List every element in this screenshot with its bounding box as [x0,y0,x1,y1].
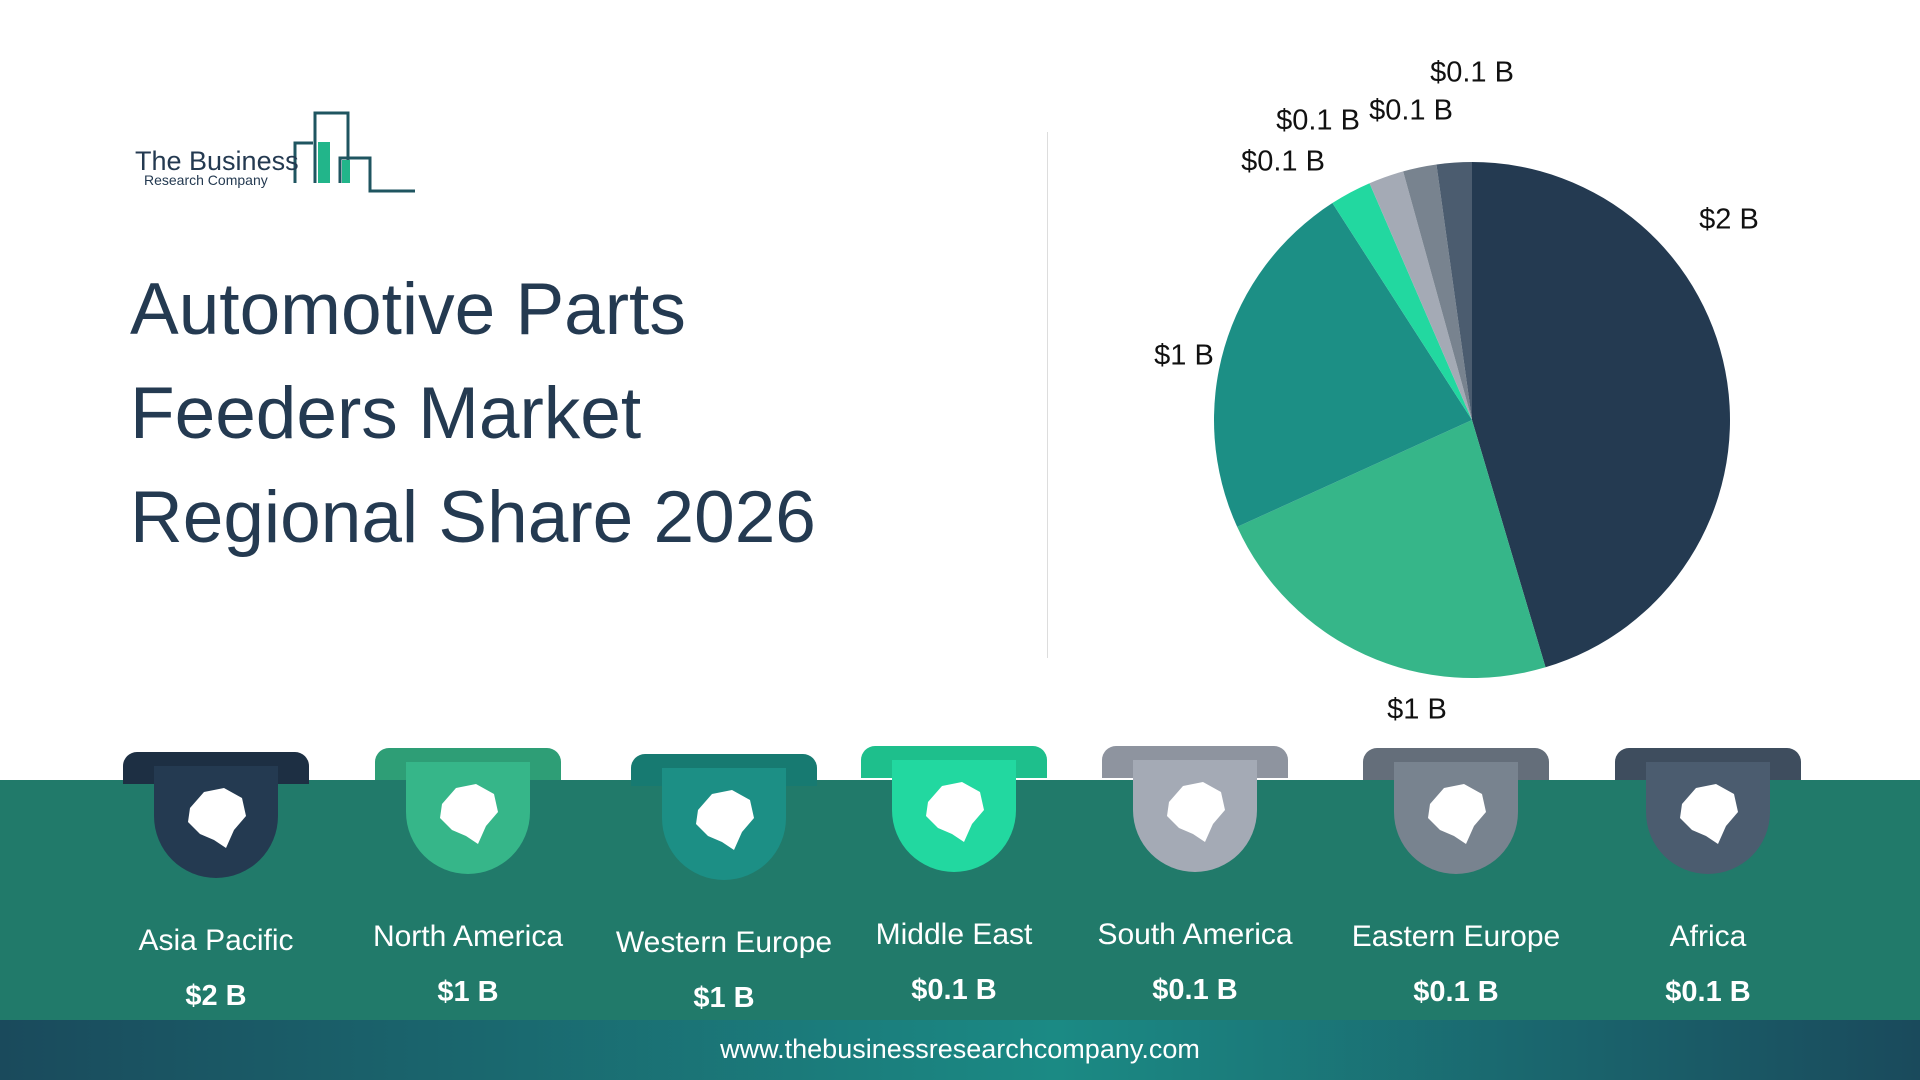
south-america-map-icon [1167,782,1225,842]
region-value: $1 B [693,982,755,1014]
region-value: $0.1 B [1413,976,1499,1008]
region-name: South America [1097,918,1293,951]
region-value: $1 B [437,976,499,1008]
ribbon-tab [375,748,561,874]
divider [1047,132,1048,658]
region-value: $0.1 B [911,974,997,1006]
ribbon-tab [631,754,817,880]
pie-data-label: $0.1 B [1369,94,1453,127]
pie-data-label: $1 B [1387,693,1447,726]
ribbon-tab [123,752,309,878]
region-card: Eastern Europe $0.1 B [1326,748,1586,1009]
page-title: Automotive Parts Feeders Market Regional… [130,258,930,570]
region-name: Eastern Europe [1351,920,1561,953]
asia-map-icon [188,788,246,848]
ribbon-tab [861,746,1047,872]
ribbon-shield [892,760,1016,872]
title-line: Regional Share 2026 [130,477,816,558]
ribbon-tab [1363,748,1549,874]
region-card: Africa $0.1 B [1578,748,1838,1009]
footer-url[interactable]: www.thebusinessresearchcompany.com [0,1020,1920,1080]
north-america-map-icon [440,784,498,844]
region-card: South America $0.1 B [1065,746,1325,1007]
ribbon-shield [1394,762,1518,874]
africa-map-icon [1680,784,1738,844]
pie-slice-middle-east [1332,183,1472,420]
logo-text: The Business [135,146,299,176]
pie-slice-africa [1436,162,1472,420]
region-card: Asia Pacific $2 B [86,752,346,1013]
logo-subtext: Research Company [144,172,268,188]
pie-data-label: $0.1 B [1276,104,1360,137]
middle-east-map-icon [926,782,984,842]
title-line: Feeders Market [130,373,642,454]
pie-slice-south-america [1369,171,1472,420]
ribbon-tab [1615,748,1801,874]
pie-data-label: $0.1 B [1430,56,1514,89]
region-name: Western Europe [615,926,833,959]
pie-slice-eastern-europe [1403,164,1472,420]
ribbon-shield [1646,762,1770,874]
europe-map-icon [696,790,754,850]
region-value: $0.1 B [1665,976,1751,1008]
eastern-europe-map-icon [1428,784,1486,844]
company-logo: The Business Research Company [135,108,425,198]
region-name: Middle East [875,918,1033,951]
logo-buildings-icon [293,111,415,193]
ribbon-shield [662,768,786,880]
pie-data-label: $2 B [1699,203,1759,236]
pie-data-label: $0.1 B [1241,145,1325,178]
pie-chart [1214,162,1731,678]
region-name: Africa [1669,920,1747,953]
pie-slice-asia-pacific [1472,162,1731,668]
region-value: $2 B [185,980,247,1012]
pie-data-label: $1 B [1154,339,1214,372]
ribbon-shield [154,766,278,878]
region-card: Middle East $0.1 B [824,746,1084,1007]
title-line: Automotive Parts [130,269,686,350]
ribbon-tab [1102,746,1288,872]
ribbon-shield [406,762,530,874]
region-name: North America [372,920,564,953]
ribbon-shield [1133,760,1257,872]
region-name: Asia Pacific [138,924,294,957]
region-card: Western Europe $1 B [594,754,854,1015]
pie-slice-north-america [1237,420,1546,678]
region-value: $0.1 B [1152,974,1238,1006]
region-card: North America $1 B [338,748,598,1009]
pie-slice-western-europe [1214,203,1472,527]
